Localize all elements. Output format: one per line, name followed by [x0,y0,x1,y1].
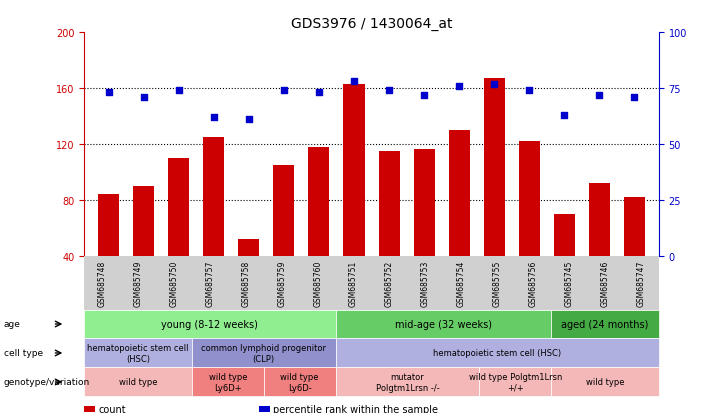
Point [243,117,254,123]
Text: GSM685754: GSM685754 [457,260,466,306]
Text: GSM685759: GSM685759 [277,260,286,306]
Bar [273,166,294,256]
Text: age: age [4,320,20,329]
Text: GSM685749: GSM685749 [133,260,142,306]
Text: young (8-12 weeks): young (8-12 weeks) [161,319,258,329]
Point [594,92,605,99]
Bar [379,152,400,256]
Text: GSM685746: GSM685746 [601,260,610,306]
Point [454,83,465,90]
Bar [414,150,435,256]
Point [559,112,570,119]
Point [489,81,500,88]
Text: hematopoietic stem cell
(HSC): hematopoietic stem cell (HSC) [87,344,189,363]
Point [418,92,430,99]
Text: mid-age (32 weeks): mid-age (32 weeks) [395,319,492,329]
Point [313,90,325,97]
Bar [449,131,470,256]
Text: cell type: cell type [4,349,43,358]
Point [208,114,219,121]
Text: wild type Polgtm1Lrsn
+/+: wild type Polgtm1Lrsn +/+ [468,373,562,392]
Point [629,95,640,101]
Text: wild type: wild type [586,377,625,387]
Bar [308,147,329,256]
Bar [624,197,645,256]
Text: mutator
Polgtm1Lrsn -/-: mutator Polgtm1Lrsn -/- [376,373,440,392]
Text: GSM685760: GSM685760 [313,260,322,306]
Bar [203,138,224,256]
Text: percentile rank within the sample: percentile rank within the sample [273,404,438,413]
Point [138,95,149,101]
Text: common lymphoid progenitor
(CLP): common lymphoid progenitor (CLP) [201,344,326,363]
Text: GSM685753: GSM685753 [421,260,430,306]
Point [348,79,360,85]
Bar [484,79,505,256]
Bar [343,85,365,256]
Text: GSM685747: GSM685747 [637,260,646,306]
Text: GSM685750: GSM685750 [170,260,179,306]
Bar [238,239,259,256]
Bar [168,159,189,256]
Text: genotype/variation: genotype/variation [4,377,90,387]
Point [103,90,114,97]
Text: wild type: wild type [118,377,157,387]
Bar [98,195,119,256]
Bar [554,214,575,256]
Text: GSM685756: GSM685756 [529,260,538,306]
Text: GSM685745: GSM685745 [564,260,573,306]
Title: GDS3976 / 1430064_at: GDS3976 / 1430064_at [291,17,452,31]
Text: aged (24 months): aged (24 months) [562,319,648,329]
Point [278,88,290,94]
Text: GSM685752: GSM685752 [385,260,394,306]
Bar [519,142,540,256]
Text: hematopoietic stem cell (HSC): hematopoietic stem cell (HSC) [433,349,562,358]
Point [383,88,395,94]
Text: count: count [98,404,125,413]
Text: wild type
Ly6D+: wild type Ly6D+ [209,373,247,392]
Point [173,88,184,94]
Text: wild type
Ly6D-: wild type Ly6D- [280,373,319,392]
Text: GSM685758: GSM685758 [241,260,250,306]
Point [524,88,535,94]
Text: GSM685757: GSM685757 [205,260,215,306]
Bar [589,183,610,256]
Text: GSM685751: GSM685751 [349,260,358,306]
Text: GSM685748: GSM685748 [97,260,107,306]
Text: GSM685755: GSM685755 [493,260,502,306]
Bar [133,186,154,256]
